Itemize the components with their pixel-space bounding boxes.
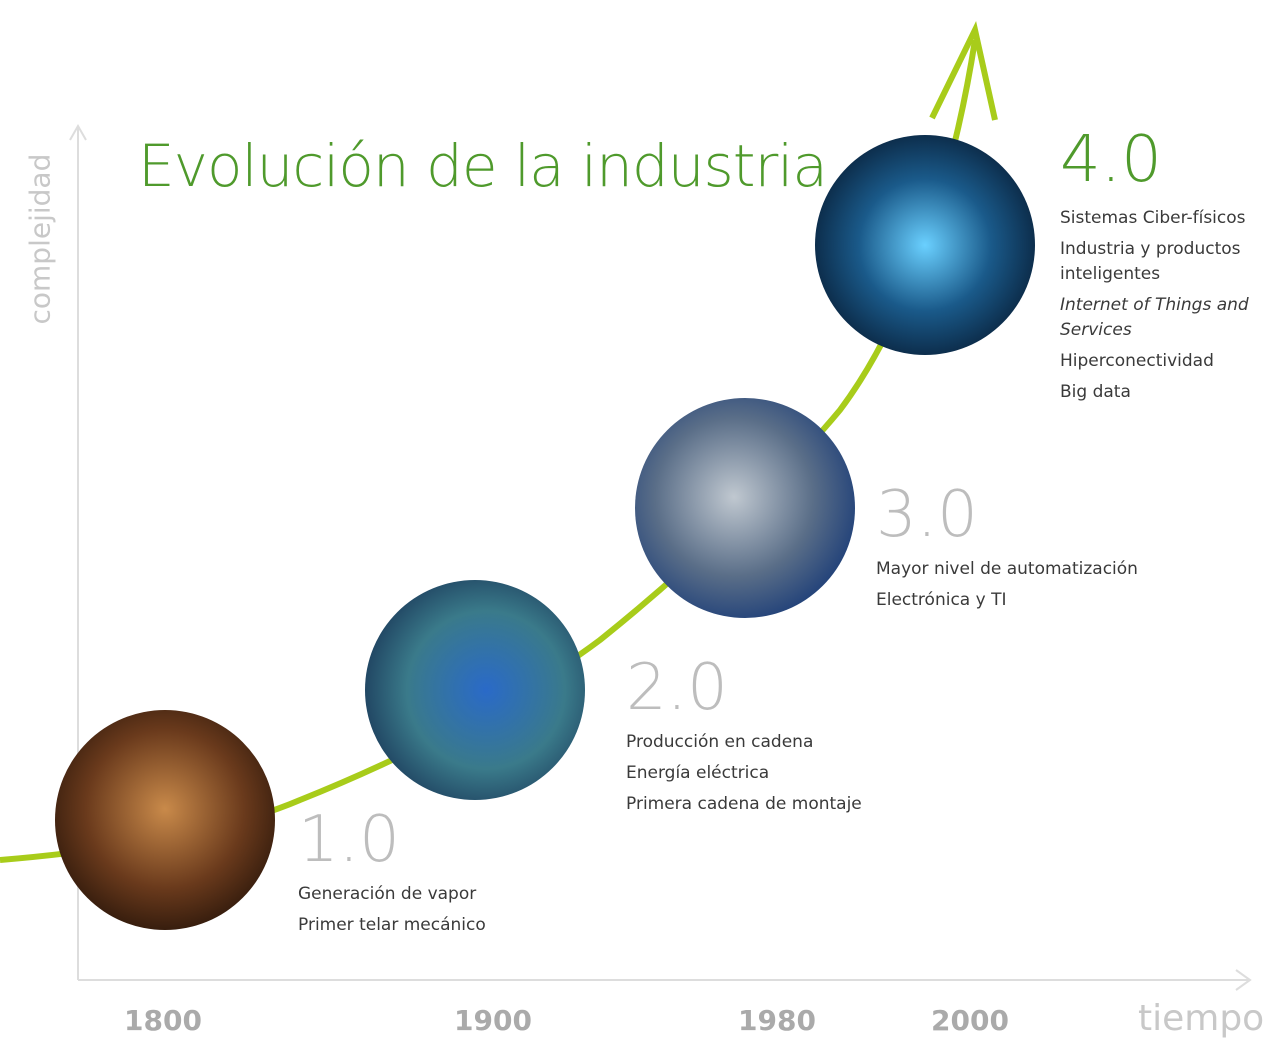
stage-item: Sistemas Ciber-físicos xyxy=(1060,206,1260,231)
x-axis-label: tiempo xyxy=(1138,998,1264,1039)
year-label: 1980 xyxy=(727,1004,827,1037)
digital-photo xyxy=(815,135,1035,355)
stage-number: 1.0 xyxy=(298,808,558,872)
stage-item: Mayor nivel de automatización xyxy=(876,557,1176,582)
stage: 3.0 Mayor nivel de automatización Electrón… xyxy=(876,483,1176,613)
stage-item: Electrónica y TI xyxy=(876,588,1176,613)
stage-item: Industria y productos inteligentes xyxy=(1060,237,1260,287)
stage-item: Energía eléctrica xyxy=(626,761,906,786)
stage: 1.0 Generación de vapor Primer telar mecán… xyxy=(298,808,558,938)
stage-item: Internet of Things and Services xyxy=(1060,293,1260,343)
title: Evolución de la industria xyxy=(138,132,827,200)
year-label: 1800 xyxy=(113,1004,213,1037)
year-label: 1900 xyxy=(443,1004,543,1037)
stage: 2.0 Producción en cadena Energía eléctrica… xyxy=(626,656,906,817)
stage-number: 2.0 xyxy=(626,656,906,720)
stage-item: Primer telar mecánico xyxy=(298,913,558,938)
year-label: 2000 xyxy=(920,1004,1020,1037)
steam-photo xyxy=(55,710,275,930)
stage-item: Primera cadena de montaje xyxy=(626,792,906,817)
stage-item: Hiperconectividad xyxy=(1060,349,1260,374)
stage-item: Generación de vapor xyxy=(298,882,558,907)
stage-item: Producción en cadena xyxy=(626,730,906,755)
stage-number: 4.0 xyxy=(1060,128,1260,192)
stage: 4.0 Sistemas Ciber-físicos Industria y pro… xyxy=(1060,128,1260,405)
stage-item: Big data xyxy=(1060,380,1260,405)
y-axis-label: complejidad xyxy=(24,165,57,325)
stage-number: 3.0 xyxy=(876,483,1176,547)
assembly-photo xyxy=(365,580,585,800)
automation-photo xyxy=(635,398,855,618)
infographic: Evolución de la industria complejidad ti… xyxy=(0,0,1268,1041)
